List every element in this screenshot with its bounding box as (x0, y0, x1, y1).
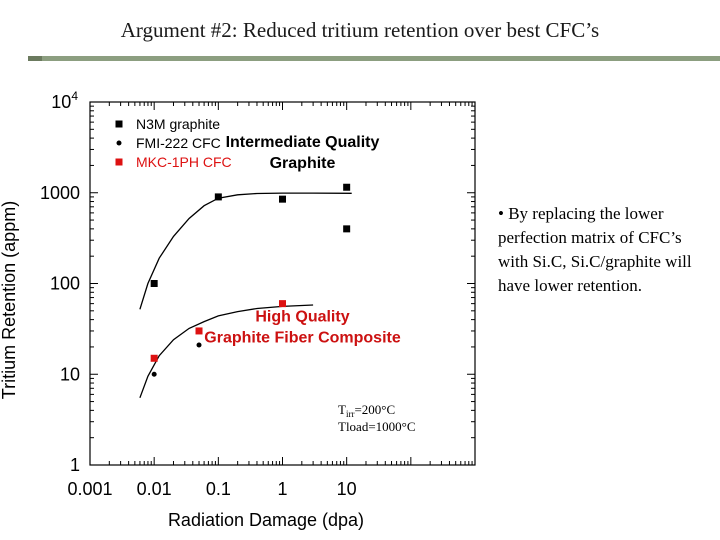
data-point (343, 183, 351, 191)
data-point (150, 354, 158, 362)
data-point (195, 327, 203, 335)
slide-title: Argument #2: Reduced tritium retention o… (120, 18, 600, 42)
curve-annotation: High Quality Graphite Fiber Composite (204, 309, 401, 347)
x-tick-label: 0.01 (137, 479, 172, 499)
x-axis-label: Radiation Damage (dpa) (168, 510, 364, 530)
legend-entry: MKC-1PH CFC (136, 154, 232, 170)
curve-annotation: Intermediate Quality Graphite (226, 134, 380, 172)
y-tick-label: 1000 (40, 183, 80, 203)
x-tick-label: 1 (277, 479, 287, 499)
data-point (279, 195, 286, 203)
plot-frame (89, 101, 476, 466)
y-tick-label: 100 (50, 274, 80, 294)
y-axis-label: Tritium Retention (appm) (0, 201, 19, 399)
data-point (196, 342, 202, 348)
y-tick-label-top: 104 (51, 89, 78, 112)
load-temp: Tload=1000°C (338, 419, 416, 434)
x-tick-label: 0.001 (67, 479, 112, 499)
legend-marker (115, 120, 123, 128)
y-tick-label: 1 (70, 455, 80, 475)
y-tick-label: 10 (60, 364, 80, 384)
title-divider-accent (28, 56, 42, 61)
fit-curve (139, 304, 314, 399)
data-point (214, 193, 222, 201)
irradiation-temp: Tirr=200°C (338, 402, 395, 419)
title-divider (28, 56, 720, 61)
x-tick-label: 10 (337, 479, 357, 499)
legend-marker (116, 140, 122, 146)
legend-marker (115, 158, 123, 166)
data-point (343, 225, 351, 233)
retention-chart: 0.001 0.01 0.1 1 10 1 10 100 1000 104 N3M graphit… (0, 89, 476, 530)
x-tick-label: 0.1 (206, 479, 231, 499)
fit-curve (139, 192, 352, 310)
data-point (279, 300, 286, 308)
legend-entry: FMI-222 CFC (136, 135, 221, 151)
legend-entry: N3M graphite (136, 116, 220, 132)
data-point (151, 371, 157, 377)
bullet-text: • By replacing the lower perfection matr… (498, 204, 692, 295)
data-point (150, 280, 158, 287)
